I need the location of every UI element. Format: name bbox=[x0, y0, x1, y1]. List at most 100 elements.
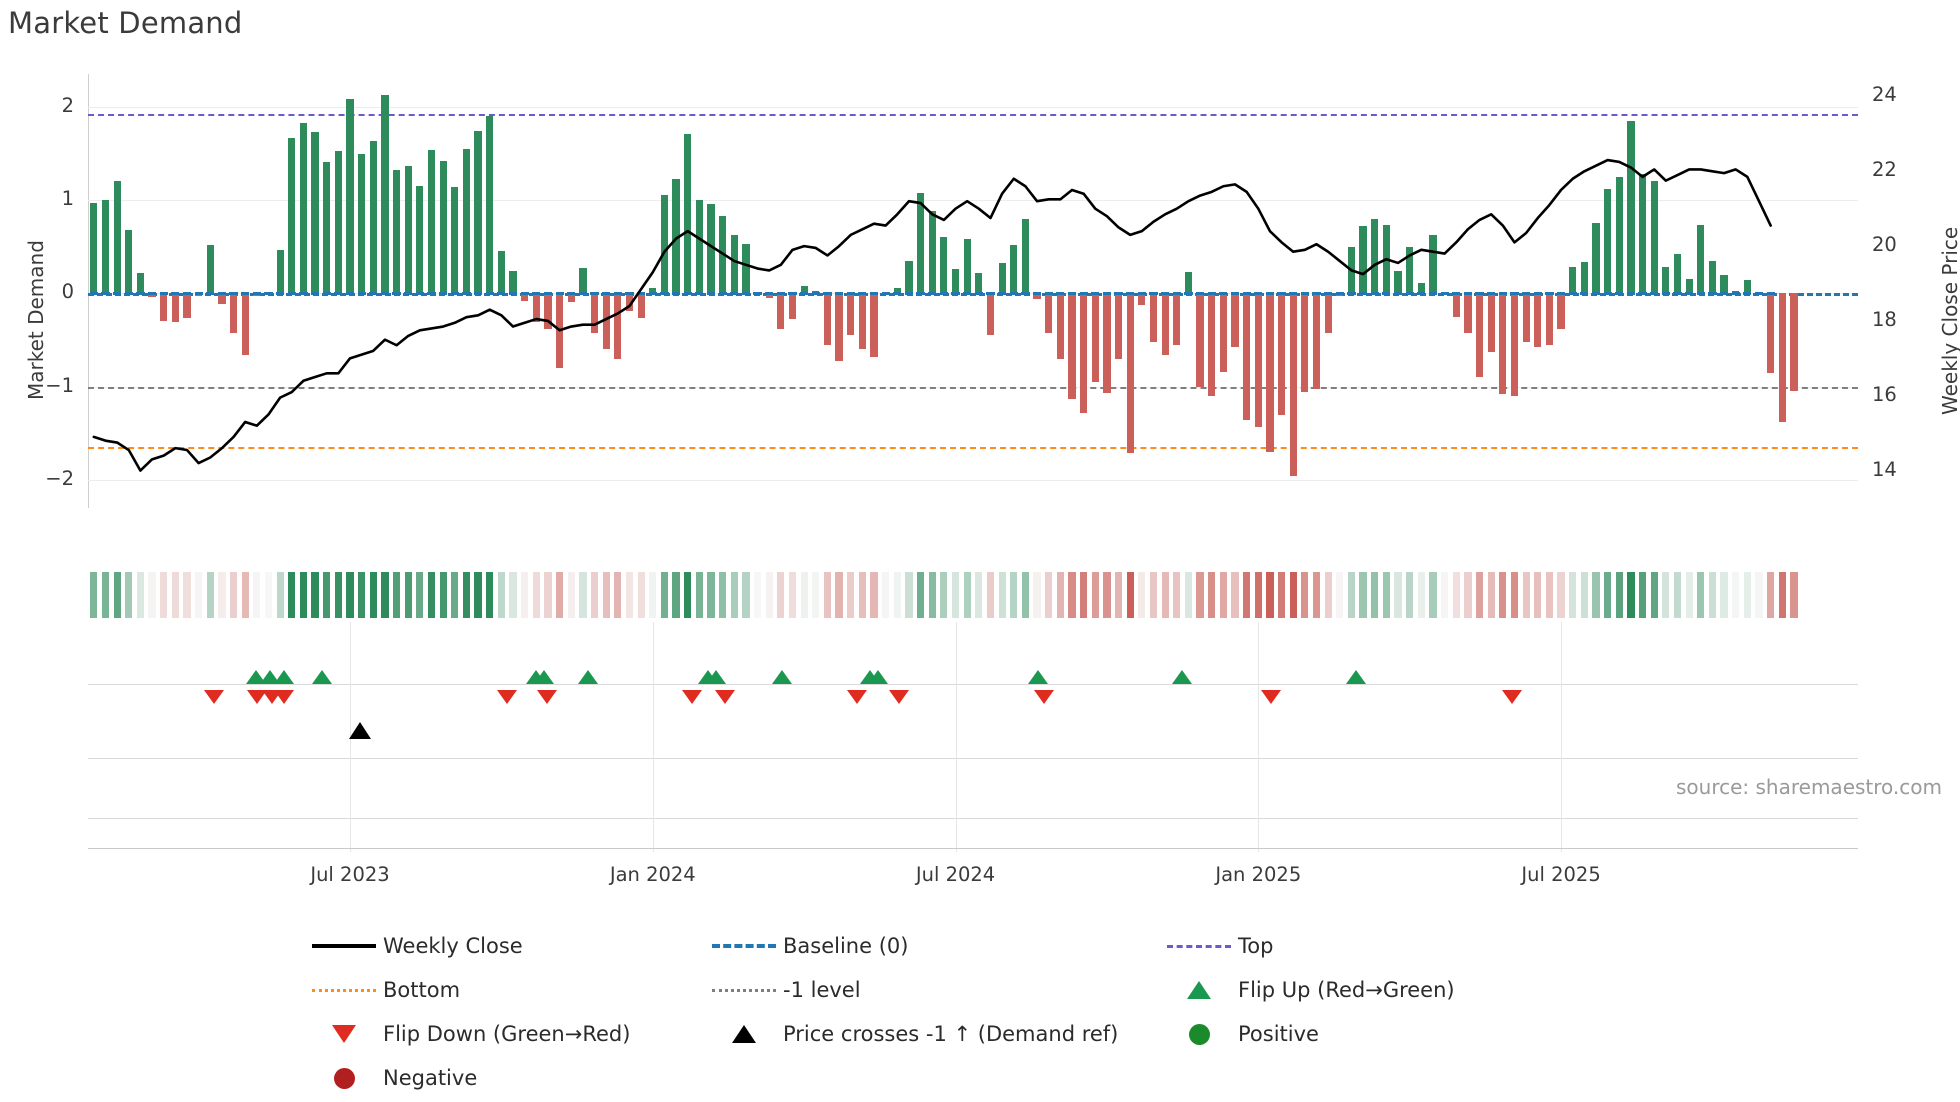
heat-cell bbox=[649, 572, 657, 618]
flip-up-marker bbox=[868, 670, 888, 684]
gridline bbox=[88, 480, 1858, 481]
bar bbox=[1068, 293, 1076, 399]
bar bbox=[1324, 293, 1332, 334]
baseline-tick bbox=[1265, 291, 1275, 295]
baseline-tick bbox=[1731, 291, 1740, 295]
bar bbox=[1673, 254, 1682, 294]
baseline-tick bbox=[695, 291, 704, 295]
bar bbox=[1406, 246, 1414, 294]
heat-cell bbox=[1685, 572, 1693, 618]
baseline-tick bbox=[1580, 291, 1589, 295]
flip-up-marker bbox=[1028, 670, 1048, 684]
heat-cell bbox=[439, 572, 447, 618]
bar bbox=[1534, 293, 1542, 348]
heat-cell bbox=[1755, 572, 1763, 618]
heat-cell bbox=[521, 572, 529, 618]
baseline-tick bbox=[1126, 291, 1135, 295]
bar bbox=[1743, 280, 1751, 294]
flip-down-marker bbox=[1034, 690, 1054, 704]
bar bbox=[614, 293, 622, 359]
heat-cell bbox=[684, 572, 692, 618]
heat-cell bbox=[1336, 572, 1344, 618]
baseline-tick bbox=[858, 291, 867, 295]
heat-cell bbox=[206, 572, 214, 618]
heat-cell bbox=[1545, 572, 1554, 618]
baseline-tick bbox=[1091, 291, 1100, 295]
baseline-tick bbox=[730, 291, 739, 295]
line-dotted-orange-icon bbox=[305, 972, 383, 1008]
heat-cell bbox=[1720, 572, 1728, 618]
bar bbox=[381, 95, 389, 294]
bar bbox=[660, 195, 669, 294]
heat-cell bbox=[1475, 572, 1484, 618]
reference-line-bottom bbox=[88, 447, 1858, 450]
bar bbox=[1021, 218, 1029, 294]
bar bbox=[684, 133, 692, 294]
heat-cell bbox=[660, 572, 669, 618]
legend-entry: Baseline (0) bbox=[705, 928, 1160, 964]
flip-up-marker bbox=[1346, 670, 1366, 684]
bar bbox=[777, 293, 785, 329]
bar bbox=[1790, 293, 1798, 392]
heat-cell bbox=[1173, 572, 1181, 618]
heat-cell bbox=[1312, 572, 1321, 618]
heat-cell bbox=[742, 572, 750, 618]
heat-cell bbox=[695, 572, 703, 618]
plot-frame bbox=[88, 74, 1858, 508]
baseline-tick bbox=[904, 291, 914, 295]
baseline-tick bbox=[928, 291, 937, 295]
bar bbox=[369, 141, 377, 294]
bar bbox=[1173, 293, 1181, 345]
heat-cell bbox=[1033, 572, 1041, 618]
baseline-tick bbox=[776, 291, 785, 295]
heat-cell bbox=[334, 572, 342, 618]
heat-cell bbox=[812, 572, 820, 618]
bar bbox=[229, 293, 238, 333]
heat-cell bbox=[1673, 572, 1682, 618]
baseline-tick bbox=[660, 291, 669, 295]
bar bbox=[916, 192, 925, 294]
heat-cell bbox=[183, 572, 191, 618]
bar bbox=[1510, 293, 1519, 396]
triangle-down-red-icon bbox=[305, 1016, 383, 1052]
baseline-tick bbox=[497, 291, 506, 295]
bar bbox=[1196, 293, 1204, 387]
bar bbox=[1149, 293, 1158, 342]
baseline-tick bbox=[334, 291, 343, 295]
bar bbox=[1219, 293, 1227, 372]
x-gridline bbox=[1561, 622, 1563, 852]
heat-cell bbox=[707, 572, 715, 618]
bar bbox=[1114, 293, 1123, 359]
baseline-tick bbox=[520, 291, 529, 295]
bar bbox=[951, 269, 960, 294]
heat-cell bbox=[1371, 572, 1379, 618]
bar bbox=[1126, 293, 1134, 453]
baseline-tick bbox=[1440, 291, 1449, 295]
bar bbox=[788, 293, 797, 320]
bar bbox=[765, 293, 773, 298]
bar bbox=[1615, 176, 1623, 294]
baseline-tick bbox=[136, 291, 145, 295]
heat-cell bbox=[1638, 572, 1647, 618]
heat-cell bbox=[113, 572, 121, 618]
x-gridline bbox=[652, 622, 654, 852]
bar bbox=[218, 293, 226, 304]
bar bbox=[1580, 261, 1588, 294]
bar bbox=[1720, 274, 1728, 294]
heat-cell bbox=[940, 572, 948, 618]
bar bbox=[847, 293, 855, 336]
baseline-tick bbox=[101, 291, 110, 295]
heat-cell bbox=[567, 572, 575, 618]
heat-cell bbox=[195, 572, 203, 618]
heat-cell bbox=[1557, 572, 1565, 618]
bar bbox=[1557, 293, 1565, 329]
baseline-tick bbox=[1487, 291, 1496, 295]
heat-cell bbox=[788, 572, 797, 618]
bar bbox=[567, 293, 575, 302]
legend-label: Positive bbox=[1238, 1022, 1319, 1046]
heat-cell bbox=[544, 572, 552, 618]
heat-cell bbox=[893, 572, 901, 618]
line-dashed-blue-icon bbox=[705, 928, 783, 964]
bar bbox=[1277, 293, 1286, 415]
heat-cell bbox=[882, 572, 890, 618]
